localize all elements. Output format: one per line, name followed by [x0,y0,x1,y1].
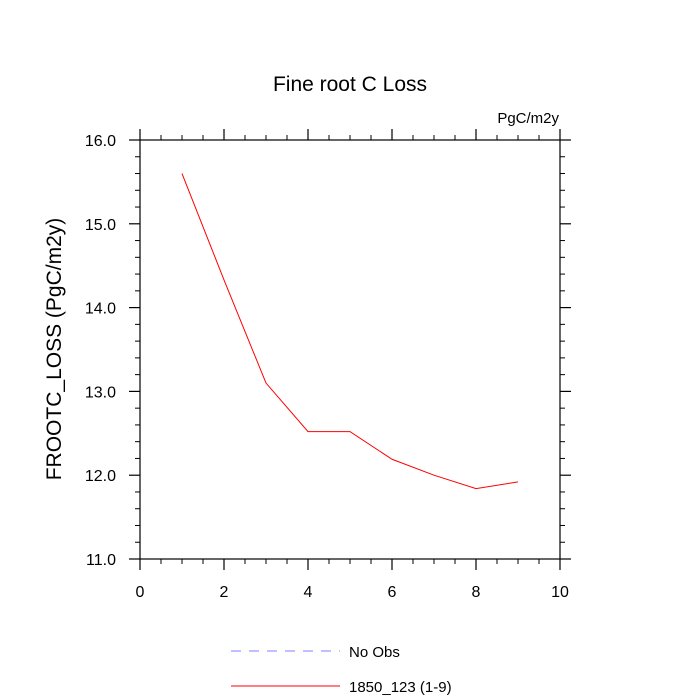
x-tick-label: 4 [304,584,313,601]
units-label: PgC/m2y [497,110,559,127]
x-tick-label: 10 [551,584,569,601]
y-tick-label: 13.0 [85,384,116,401]
x-tick-label: 0 [136,584,145,601]
axis-ticks [129,129,571,570]
chart-title: Fine root C Loss [273,73,427,96]
legend-label: 1850_123 (1-9) [349,679,452,696]
x-tick-label: 6 [388,584,397,601]
legend: No Obs 1850_123 (1-9) [231,644,452,696]
x-tick-label: 8 [472,584,481,601]
series-line [181,173,519,490]
legend-label: No Obs [349,644,400,661]
y-axis-label: FROOTC_LOSS (PgC/m2y) [43,218,66,481]
y-tick-label: 15.0 [85,217,116,234]
y-tick-label: 16.0 [85,133,116,150]
y-tick-label: 14.0 [85,301,116,318]
y-tick-label: 12.0 [85,468,116,485]
y-tick-label: 11.0 [86,552,116,569]
series-group [181,173,519,490]
axis-tick-labels: 0 2 4 6 8 10 11.0 12.0 13.0 14.0 15.0 16.0 [85,133,569,601]
plot-frame [139,139,561,560]
x-tick-label: 2 [220,584,229,601]
